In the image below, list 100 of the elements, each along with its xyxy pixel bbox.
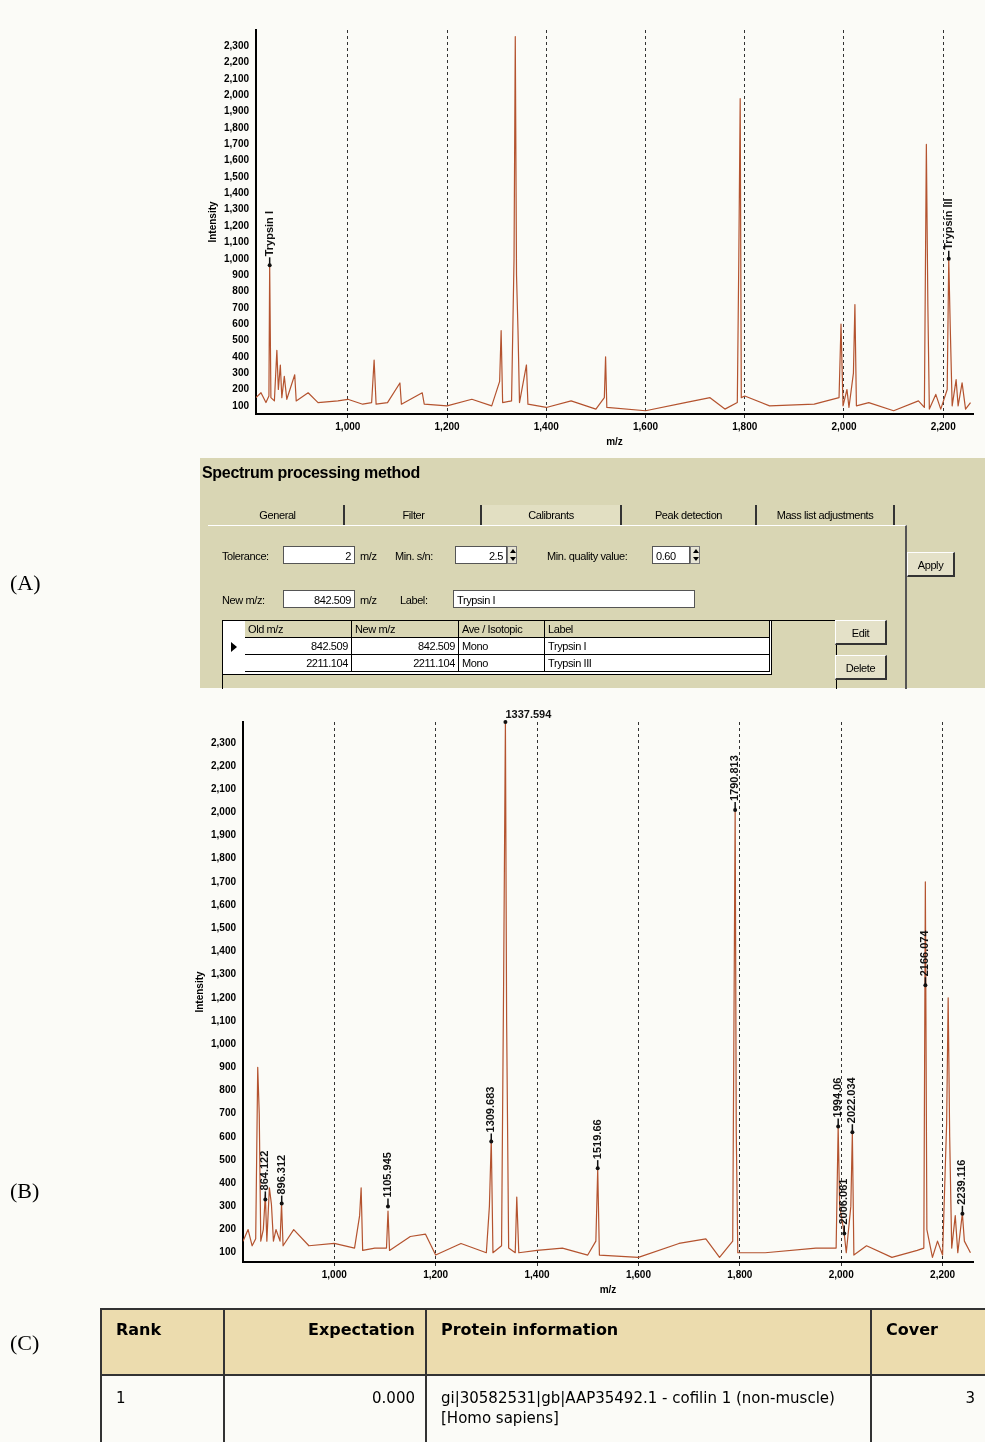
y-tick-label: 500 [232, 334, 250, 346]
text: Edit [835, 620, 887, 645]
x-axis-title: m/z [606, 435, 623, 447]
x-tick-label: 1,000 [321, 1268, 348, 1280]
y-tick-label: 2,300 [223, 40, 250, 52]
y-tick-label: 800 [232, 285, 250, 297]
text: Protein information [441, 1320, 620, 1340]
text: 2211.104 [245, 655, 352, 672]
x-tick-label: 1,400 [524, 1268, 550, 1280]
text: (B) [10, 1178, 40, 1204]
text: (C) [10, 1330, 40, 1356]
annotation: Trypsin I [262, 211, 275, 257]
y-tick-label: 1,400 [210, 945, 237, 957]
text: 842.509 [245, 638, 352, 655]
y-tick-label: 2,000 [210, 806, 237, 818]
y-tick-label: 700 [232, 301, 250, 313]
y-tick-label: 400 [219, 1176, 237, 1188]
y-tick-label: 2,100 [223, 72, 250, 84]
y-tick-label: 800 [219, 1084, 237, 1096]
text: Expectation [307, 1320, 415, 1340]
text: Mass list adjustments [757, 505, 895, 525]
y-tick-label: 1,400 [223, 187, 250, 199]
text: Calibrants [482, 505, 622, 525]
text: Trypsin I [545, 638, 770, 655]
annotation: 1790.813 [728, 755, 741, 802]
x-tick-label: 2,200 [930, 420, 957, 432]
y-tick-label: 900 [219, 1061, 237, 1073]
text: 1 [116, 1388, 127, 1408]
annotation: Trypsin III [941, 198, 954, 250]
y-tick-label: 1,900 [223, 105, 250, 117]
y-tick-label: 1,800 [223, 121, 250, 133]
y-tick-label: 2,200 [223, 56, 250, 68]
annotation: 1105.945 [381, 1152, 394, 1198]
y-tick-label: 700 [219, 1107, 237, 1119]
text: New m/z [352, 621, 459, 638]
text: 2.5 [455, 546, 507, 564]
x-tick-label: 1,200 [423, 1268, 449, 1280]
y-axis-title: Intensity [193, 971, 205, 1013]
y-tick-label: 1,300 [210, 968, 237, 980]
annotation: 1337.594 [505, 707, 553, 720]
y-tick-label: 1,700 [210, 875, 237, 887]
text: Tolerance: [222, 549, 270, 564]
x-tick-label: 1,000 [335, 420, 361, 432]
y-tick-label: 300 [232, 366, 250, 378]
x-tick-label: 2,000 [831, 420, 857, 432]
text: New m/z: [222, 593, 266, 608]
y-tick-label: 1,600 [210, 898, 237, 910]
x-tick-label: 1,800 [732, 420, 758, 432]
annotation: 1994.06 [831, 1077, 844, 1118]
y-tick-label: 2,200 [210, 759, 237, 771]
y-tick-label: 1,500 [223, 170, 250, 182]
y-tick-label: 2,100 [210, 782, 237, 794]
text: 842.509 [352, 638, 459, 655]
annotation: 2239.116 [955, 1159, 968, 1205]
annotation: 864.122 [258, 1150, 271, 1191]
y-tick-label: 2,300 [210, 736, 237, 748]
x-tick-label: 2,200 [930, 1268, 956, 1280]
y-tick-label: 600 [232, 317, 250, 329]
x-tick-label: 1,400 [533, 420, 560, 432]
text: Cover [886, 1320, 939, 1340]
y-tick-label: 1,900 [210, 829, 237, 841]
y-tick-label: 900 [232, 268, 250, 280]
y-tick-label: 200 [219, 1223, 237, 1235]
text: (A) [10, 570, 41, 596]
text: Min. s/n: [395, 549, 434, 564]
y-tick-label: 300 [219, 1200, 237, 1212]
y-tick-label: 1,500 [210, 922, 237, 934]
y-tick-label: 600 [219, 1130, 237, 1142]
y-tick-label: 2,000 [223, 89, 250, 101]
text: Filter [347, 505, 482, 525]
x-tick-label: 1,600 [625, 1268, 652, 1280]
annotation: 2166.074 [918, 929, 931, 977]
text: Apply [907, 552, 955, 577]
x-tick-label: 1,200 [434, 420, 460, 432]
annotation: 1309.683 [484, 1086, 497, 1133]
y-tick-label: 100 [219, 1246, 237, 1258]
y-tick-label: 1,600 [223, 154, 250, 166]
annotation: 2022.034 [845, 1076, 858, 1124]
text: Mono [459, 655, 545, 672]
text: m/z [360, 549, 378, 564]
y-tick-label: 1,200 [223, 219, 250, 231]
x-tick-label: 1,600 [633, 420, 659, 432]
text: Delete [835, 655, 887, 680]
text: Trypsin I [453, 590, 695, 608]
text: m/z [360, 593, 378, 608]
text: Peak detection [622, 505, 757, 525]
text: 0.000 [371, 1388, 415, 1408]
y-tick-label: 200 [232, 383, 250, 395]
text: gi|30582531|gb|AAP35492.1 - cofilin 1 (non-muscle) [Homo sapiens] [441, 1388, 836, 1428]
text: Label: [400, 593, 429, 608]
text: 3 [964, 1388, 975, 1408]
y-tick-label: 1,100 [223, 236, 250, 248]
annotation: 896.312 [274, 1154, 287, 1195]
y-tick-label: 1,800 [210, 852, 237, 864]
y-tick-label: 400 [232, 350, 250, 362]
text: 842.509 [283, 590, 355, 608]
y-tick-label: 1,300 [223, 203, 250, 215]
text: 2 [283, 546, 355, 564]
x-tick-label: 1,800 [727, 1268, 753, 1280]
text: Label [545, 621, 770, 638]
